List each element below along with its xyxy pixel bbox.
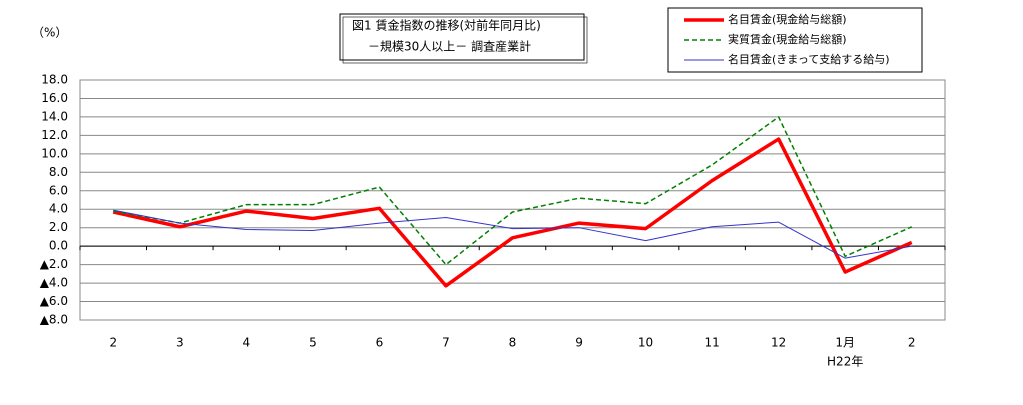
y-tick-label: ▲4.0 [40,276,68,290]
y-tick-label: 8.0 [49,165,68,179]
x-tick-label: 1月 [835,336,855,350]
x-tick-label: 9 [575,336,583,350]
x-tick-label: 5 [309,336,317,350]
y-tick-label: ▲8.0 [40,313,68,327]
x-tick-label: 2 [908,336,916,350]
series-line [113,116,913,266]
x-tick-label: 7 [442,336,450,350]
x-tick-label: 12 [771,336,786,350]
y-tick-label: 12.0 [41,128,68,142]
title-box [339,13,585,61]
y-tick-label: 10.0 [41,146,68,160]
y-tick-label: 16.0 [41,91,68,105]
y-tick-label: 0.0 [49,239,68,253]
x-tick-label: 8 [509,336,517,350]
y-tick-label: ▲6.0 [40,294,68,308]
legend-label: 実質賃金(現金給与総額) [728,32,847,46]
x-tick-label: 10 [638,336,653,350]
chart-title: 図1 賃金指数の推移(対前年同月比) [352,18,541,33]
y-tick-label: 18.0 [41,73,68,87]
x-tick-label: 11 [704,336,719,350]
x-tick-label: 6 [376,336,384,350]
y-tick-label: 6.0 [49,183,68,197]
x-tick-label: 4 [243,336,251,350]
legend-label: 名目賃金(きまって支給する給与) [728,52,890,66]
chart-subtitle: －規模30人以上－ 調査産業計 [368,39,531,54]
y-tick-label: ▲2.0 [40,257,68,271]
y-tick-label: 14.0 [41,109,68,123]
y-unit: （%） [32,26,67,40]
legend-label: 名目賃金(現金給与総額) [728,12,847,26]
y-tick-label: 4.0 [49,202,68,216]
plot-area [79,79,946,321]
title-box-shadow [342,16,588,64]
x-tick-label: 2 [109,336,117,350]
year-label: H22年 [827,355,863,369]
y-tick-label: 2.0 [49,220,68,234]
x-tick-label: 3 [176,336,184,350]
series-line [113,209,912,259]
series-line [112,137,913,288]
